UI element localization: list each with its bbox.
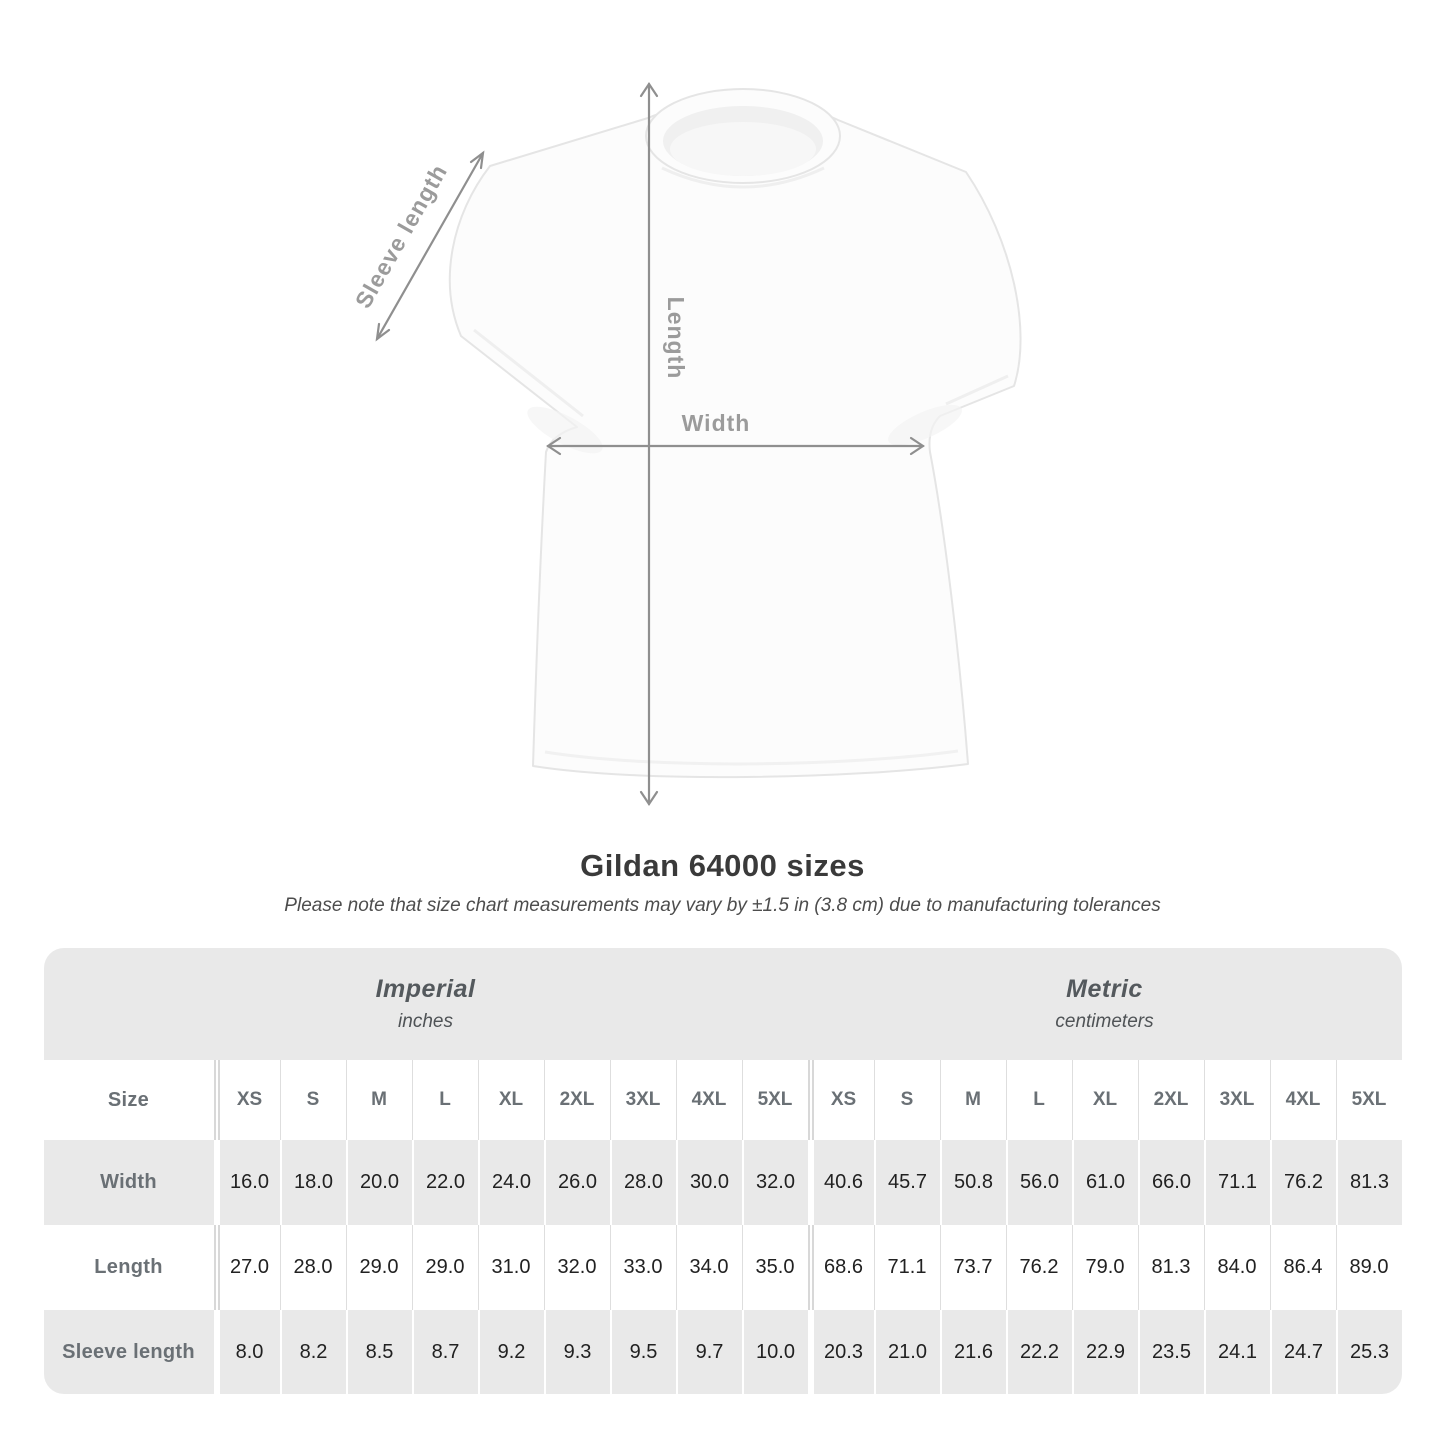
- value-cell: 71.1: [873, 1225, 940, 1310]
- value-cell: 20.0: [345, 1140, 412, 1225]
- value-cell: 40.6: [807, 1140, 874, 1225]
- size-header-cell: 4XL: [1269, 1060, 1336, 1140]
- value-cell: 8.0: [213, 1310, 280, 1394]
- length-label: Length: [663, 297, 689, 380]
- tshirt-collar: [645, 88, 841, 189]
- value-cell: 73.7: [939, 1225, 1006, 1310]
- value-cell: 23.5: [1137, 1310, 1204, 1394]
- value-cell: 22.0: [411, 1140, 478, 1225]
- value-cell: 27.0: [213, 1225, 280, 1310]
- value-cell: 22.9: [1071, 1310, 1138, 1394]
- size-header-cell: XL: [1071, 1060, 1138, 1140]
- row-label: Sleeve length: [43, 1310, 214, 1394]
- tshirt-measurement-diagram: Sleeve length Length Width: [350, 82, 1022, 806]
- size-column-header: Size: [107, 1088, 150, 1111]
- imperial-group-unit: inches: [398, 1011, 453, 1032]
- imperial-group-name: Imperial: [375, 975, 476, 1003]
- size-header-cell: XS: [213, 1060, 280, 1140]
- size-header-cell: M: [939, 1060, 1006, 1140]
- size-header-cell: 4XL: [675, 1060, 742, 1140]
- size-header-cell: S: [279, 1060, 346, 1140]
- size-header-cell: XS: [807, 1060, 874, 1140]
- value-cell: 9.2: [477, 1310, 544, 1394]
- value-cell: 32.0: [741, 1140, 808, 1225]
- row-label: Width: [43, 1140, 214, 1225]
- size-header-cell: S: [873, 1060, 940, 1140]
- value-cell: 16.0: [213, 1140, 280, 1225]
- value-cell: 50.8: [939, 1140, 1006, 1225]
- value-cell: 10.0: [741, 1310, 808, 1394]
- value-cell: 22.2: [1005, 1310, 1072, 1394]
- value-cell: 9.3: [543, 1310, 610, 1394]
- value-cell: 32.0: [543, 1225, 610, 1310]
- sleeve-length-arrow: [375, 150, 485, 342]
- size-header-cell: 2XL: [543, 1060, 610, 1140]
- value-cell: 24.0: [477, 1140, 544, 1225]
- imperial-group-header: Imperial inches: [43, 948, 808, 1060]
- value-cell: 9.5: [609, 1310, 676, 1394]
- value-cell: 26.0: [543, 1140, 610, 1225]
- width-arrow: [546, 436, 925, 456]
- tshirt-illustration: [448, 88, 1022, 779]
- value-cell: 28.0: [279, 1225, 346, 1310]
- value-cell: 56.0: [1005, 1140, 1072, 1225]
- value-cell: 24.7: [1269, 1310, 1336, 1394]
- size-header-cell: 3XL: [1203, 1060, 1270, 1140]
- value-cell: 25.3: [1335, 1310, 1402, 1394]
- value-cell: 79.0: [1071, 1225, 1138, 1310]
- value-cell: 35.0: [741, 1225, 808, 1310]
- size-header-cell: 2XL: [1137, 1060, 1204, 1140]
- value-cell: 34.0: [675, 1225, 742, 1310]
- length-arrow: [639, 82, 659, 806]
- metric-group-header: Metric centimeters: [807, 948, 1402, 1060]
- page-title: Gildan 64000 sizes: [580, 848, 865, 883]
- size-header-cell: 3XL: [609, 1060, 676, 1140]
- value-cell: 29.0: [345, 1225, 412, 1310]
- value-cell: 33.0: [609, 1225, 676, 1310]
- value-cell: 31.0: [477, 1225, 544, 1310]
- value-cell: 8.7: [411, 1310, 478, 1394]
- size-header-cell: 5XL: [741, 1060, 808, 1140]
- value-cell: 76.2: [1269, 1140, 1336, 1225]
- value-cell: 45.7: [873, 1140, 940, 1225]
- value-cell: 28.0: [609, 1140, 676, 1225]
- value-cell: 89.0: [1335, 1225, 1402, 1310]
- tolerance-note: Please note that size chart measurements…: [284, 895, 1161, 916]
- size-header-cell: XL: [477, 1060, 544, 1140]
- size-header-cell: M: [345, 1060, 412, 1140]
- value-cell: 84.0: [1203, 1225, 1270, 1310]
- size-header-cell: L: [411, 1060, 478, 1140]
- width-label: Width: [682, 410, 751, 436]
- value-cell: 76.2: [1005, 1225, 1072, 1310]
- metric-group-name: Metric: [1066, 975, 1143, 1003]
- value-cell: 9.7: [675, 1310, 742, 1394]
- value-cell: 81.3: [1335, 1140, 1402, 1225]
- value-cell: 21.0: [873, 1310, 940, 1394]
- value-cell: 86.4: [1269, 1225, 1336, 1310]
- value-cell: 24.1: [1203, 1310, 1270, 1394]
- size-header-cell: 5XL: [1335, 1060, 1402, 1140]
- row-label: Length: [94, 1256, 163, 1278]
- value-cell: 29.0: [411, 1225, 478, 1310]
- measurement-arrows: [375, 82, 925, 806]
- value-cell: 8.5: [345, 1310, 412, 1394]
- value-cell: 68.6: [807, 1225, 874, 1310]
- value-cell: 66.0: [1137, 1140, 1204, 1225]
- value-cell: 8.2: [279, 1310, 346, 1394]
- value-cell: 18.0: [279, 1140, 346, 1225]
- size-chart-table: Imperial inches Metric centimeters Size X…: [43, 948, 1402, 1394]
- value-cell: 71.1: [1203, 1140, 1270, 1225]
- size-header-cell: L: [1005, 1060, 1072, 1140]
- value-cell: 81.3: [1137, 1225, 1204, 1310]
- value-cell: 20.3: [807, 1310, 874, 1394]
- value-cell: 61.0: [1071, 1140, 1138, 1225]
- metric-group-unit: centimeters: [1055, 1011, 1154, 1032]
- value-cell: 30.0: [675, 1140, 742, 1225]
- value-cell: 21.6: [939, 1310, 1006, 1394]
